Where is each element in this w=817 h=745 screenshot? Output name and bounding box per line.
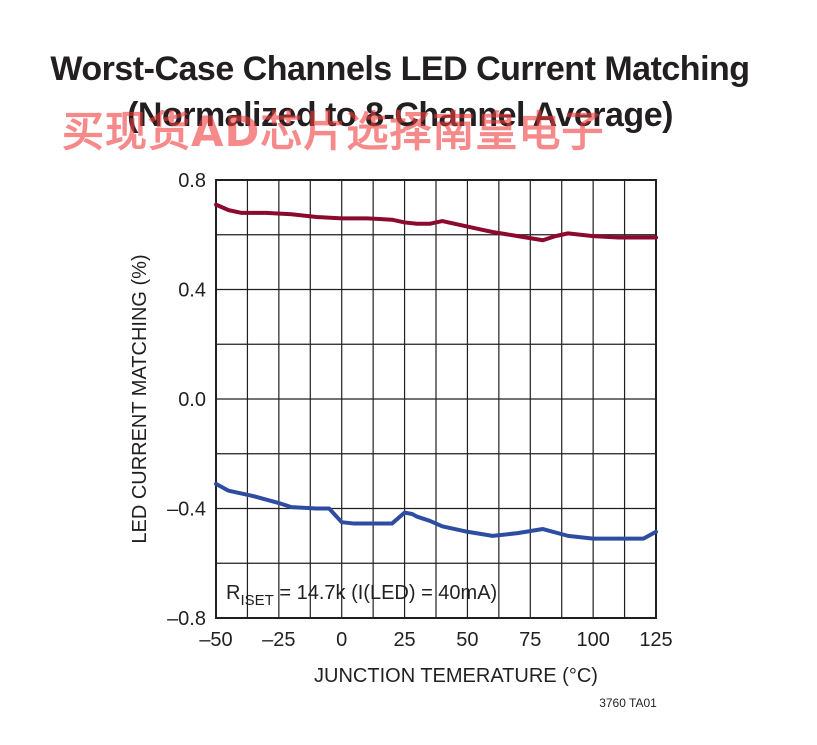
annotation-text: = 14.7k (I(LED) = 40mA) xyxy=(274,582,497,604)
y-axis-label: LED CURRENT MATCHING (%) xyxy=(129,254,151,543)
chart-subtitle: (Normalized to 8-Channel Average) xyxy=(127,96,673,134)
x-tick-label: 25 xyxy=(393,629,415,651)
y-tick-label: –0.4 xyxy=(167,499,206,521)
watermark-text: 买现货AD芯片选择南皇电子 xyxy=(62,107,605,156)
series-line-2 xyxy=(214,481,658,541)
plot-frame xyxy=(215,179,657,619)
y-tick-label: 0.0 xyxy=(178,389,206,411)
chart-title: Worst-Case Channels LED Current Matching xyxy=(50,50,750,88)
x-tick-label: 75 xyxy=(519,629,541,651)
x-tick-label: 0 xyxy=(336,629,347,651)
figure-code: 3760 TA01 xyxy=(599,696,657,710)
y-tick-labels: 0.8 0.4 0.0 –0.4 –0.8 xyxy=(167,170,206,630)
chart-grid xyxy=(215,179,657,619)
y-tick-label: 0.8 xyxy=(178,170,206,192)
x-tick-label: –50 xyxy=(199,629,232,651)
x-tick-label: 100 xyxy=(576,629,609,651)
x-tick-label: 125 xyxy=(639,629,672,651)
annotation-subscript: ISET xyxy=(240,592,273,609)
y-tick-label: –0.8 xyxy=(167,608,206,630)
x-axis-label: JUNCTION TEMERATURE (°C) xyxy=(314,665,598,687)
rset-annotation: RISET = 14.7k (I(LED) = 40mA) xyxy=(226,582,497,609)
annotation-prefix: R xyxy=(226,582,240,604)
x-tick-label: –25 xyxy=(262,629,295,651)
x-tick-label: 50 xyxy=(456,629,478,651)
series-group xyxy=(214,202,658,541)
x-tick-labels: –50 –25 0 25 50 75 100 125 xyxy=(199,629,672,651)
series-line-1 xyxy=(214,202,658,243)
y-tick-label: 0.4 xyxy=(178,280,206,302)
